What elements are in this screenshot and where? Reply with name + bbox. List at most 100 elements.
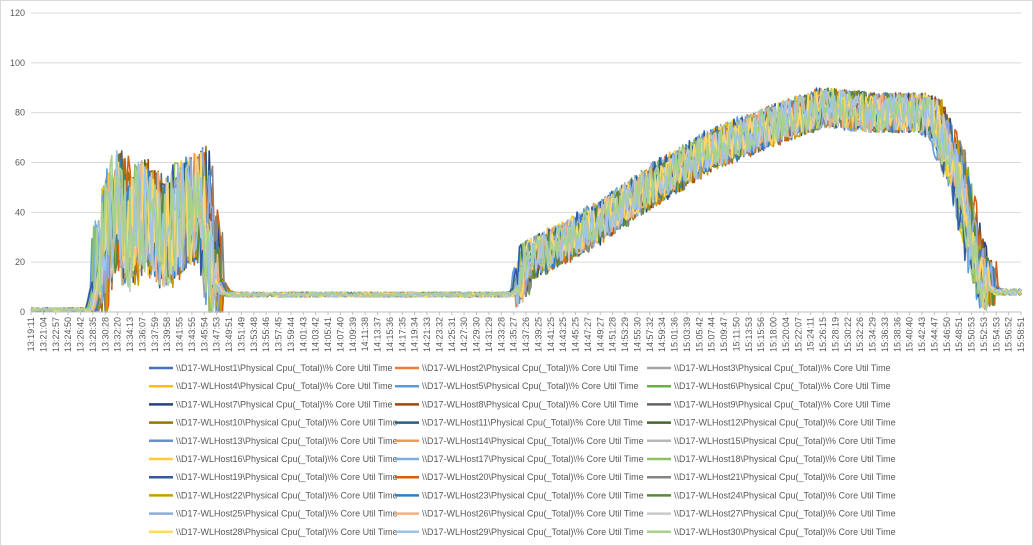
x-tick-label: 15:50:53 [967,317,977,352]
x-tick-label: 14:43:25 [558,317,568,352]
legend-item: \\D17-WLHost30\Physical Cpu(_Total)\% Co… [647,527,896,537]
legend-item: \\D17-WLHost8\Physical Cpu(_Total)\% Cor… [395,399,639,409]
x-tick-label: 13:43:55 [187,317,197,352]
legend-label: \\D17-WLHost21\Physical Cpu(_Total)\% Co… [674,472,896,482]
x-tick-label: 13:24:50 [63,317,73,352]
legend-label: \\D17-WLHost6\Physical Cpu(_Total)\% Cor… [674,381,891,391]
x-tick-label: 15:40:40 [905,317,915,352]
x-tick-label: 13:47:53 [212,317,222,352]
legend-item: \\D17-WLHost27\Physical Cpu(_Total)\% Co… [647,509,896,519]
x-tick-label: 15:30:22 [843,317,853,352]
legend-item: \\D17-WLHost26\Physical Cpu(_Total)\% Co… [395,509,644,519]
legend-label: \\D17-WLHost30\Physical Cpu(_Total)\% Co… [674,527,896,537]
x-tick-label: 15:13:53 [744,317,754,352]
x-tick-label: 14:05:41 [323,317,333,352]
legend-label: \\D17-WLHost9\Physical Cpu(_Total)\% Cor… [674,399,891,409]
legend-label: \\D17-WLHost10\Physical Cpu(_Total)\% Co… [176,418,398,428]
legend-item: \\D17-WLHost25\Physical Cpu(_Total)\% Co… [149,509,398,519]
x-tick-label: 15:07:44 [707,317,717,352]
x-tick-label: 13:55:46 [261,317,271,352]
legend-item: \\D17-WLHost10\Physical Cpu(_Total)\% Co… [149,418,398,428]
x-tick-label: 13:37:59 [150,317,160,352]
x-tick-label: 15:26:15 [818,317,828,352]
legend-item: \\D17-WLHost3\Physical Cpu(_Total)\% Cor… [647,363,891,373]
legend-item: \\D17-WLHost17\Physical Cpu(_Total)\% Co… [395,454,644,464]
x-tick-label: 14:55:30 [632,317,642,352]
x-tick-label: 15:48:51 [954,317,964,352]
x-tick-label: 14:07:40 [335,317,345,352]
legend-item: \\D17-WLHost1\Physical Cpu(_Total)\% Cor… [149,363,393,373]
legend-label: \\D17-WLHost11\Physical Cpu(_Total)\% Co… [422,418,643,428]
x-tick-label: 13:30:28 [100,317,110,352]
x-tick-label: 15:03:39 [682,317,692,352]
legend-item: \\D17-WLHost15\Physical Cpu(_Total)\% Co… [647,436,896,446]
x-tick-label: 14:41:25 [546,317,556,352]
x-tick-label: 14:13:37 [373,317,383,352]
legend-item: \\D17-WLHost20\Physical Cpu(_Total)\% Co… [395,472,644,482]
y-tick-label: 120 [10,8,25,18]
x-tick-label: 15:15:56 [756,317,766,352]
x-tick-label: 14:53:29 [620,317,630,352]
x-tick-label: 15:56:52 [1004,317,1014,352]
legend-label: \\D17-WLHost14\Physical Cpu(_Total)\% Co… [422,436,644,446]
legend-label: \\D17-WLHost22\Physical Cpu(_Total)\% Co… [176,490,398,500]
x-tick-label: 14:29:30 [472,317,482,352]
x-tick-label: 13:22:57 [51,317,61,352]
legend-item: \\D17-WLHost22\Physical Cpu(_Total)\% Co… [149,490,398,500]
x-tick-label: 15:52:53 [979,317,989,352]
y-axis: 0 20 40 60 80 100 120 [10,8,25,317]
x-tick-label: 14:01:43 [298,317,308,352]
legend-item: \\D17-WLHost13\Physical Cpu(_Total)\% Co… [149,436,398,446]
x-tick-label: 14:33:28 [496,317,506,352]
x-tick-label: 14:27:30 [459,317,469,352]
x-tick-label: 15:42:43 [917,317,927,352]
x-tick-label: 14:03:42 [311,317,321,352]
x-tick-label: 15:24:11 [806,317,816,351]
series-line [30,89,1022,313]
x-tick-label: 14:59:34 [657,317,667,352]
x-tick-label: 15:34:29 [868,317,878,352]
x-tick-label: 13:39:58 [162,317,172,352]
legend-item: \\D17-WLHost16\Physical Cpu(_Total)\% Co… [149,454,398,464]
x-tick-label: 13:59:44 [286,317,296,352]
legend: \\D17-WLHost1\Physical Cpu(_Total)\% Cor… [149,363,896,537]
legend-label: \\D17-WLHost2\Physical Cpu(_Total)\% Cor… [422,363,639,373]
x-tick-label: 13:51:49 [236,317,246,352]
legend-item: \\D17-WLHost5\Physical Cpu(_Total)\% Cor… [395,381,639,391]
x-tick-label: 15:28:19 [830,317,840,352]
x-tick-label: 15:18:00 [769,317,779,352]
x-tick-label: 15:11:50 [731,317,741,351]
x-tick-label: 15:44:47 [929,317,939,352]
x-axis: 13:19:11 13:21:04 13:22:57 13:24:50 13:26:42… [26,311,1026,352]
legend-label: \\D17-WLHost28\Physical Cpu(_Total)\% Co… [176,527,398,537]
legend-item: \\D17-WLHost23\Physical Cpu(_Total)\% Co… [395,490,644,500]
x-tick-label: 14:09:39 [348,317,358,352]
legend-item: \\D17-WLHost12\Physical Cpu(_Total)\% Co… [647,418,896,428]
legend-item: \\D17-WLHost21\Physical Cpu(_Total)\% Co… [647,472,896,482]
x-tick-label: 13:32:20 [113,317,123,352]
legend-label: \\D17-WLHost29\Physical Cpu(_Total)\% Co… [422,527,644,537]
x-tick-label: 13:19:11 [26,317,36,351]
x-tick-label: 14:31:29 [484,317,494,352]
y-tick-label: 40 [15,207,25,217]
legend-label: \\D17-WLHost17\Physical Cpu(_Total)\% Co… [422,454,644,464]
x-tick-label: 13:41:55 [175,317,185,352]
legend-item: \\D17-WLHost14\Physical Cpu(_Total)\% Co… [395,436,644,446]
legend-label: \\D17-WLHost5\Physical Cpu(_Total)\% Cor… [422,381,639,391]
legend-label: \\D17-WLHost8\Physical Cpu(_Total)\% Cor… [422,399,639,409]
legend-item: \\D17-WLHost2\Physical Cpu(_Total)\% Cor… [395,363,639,373]
x-tick-label: 14:35:27 [509,317,519,352]
x-tick-label: 15:05:42 [694,317,704,352]
y-tick-label: 80 [15,108,25,118]
x-tick-label: 14:45:25 [571,317,581,352]
x-tick-label: 14:57:32 [645,317,655,352]
x-tick-label: 15:32:26 [855,317,865,352]
legend-label: \\D17-WLHost26\Physical Cpu(_Total)\% Co… [422,509,644,519]
legend-item: \\D17-WLHost6\Physical Cpu(_Total)\% Cor… [647,381,891,391]
x-tick-label: 14:49:27 [595,317,605,352]
y-tick-label: 0 [20,307,25,317]
legend-label: \\D17-WLHost19\Physical Cpu(_Total)\% Co… [176,472,398,482]
x-tick-label: 15:54:53 [991,317,1001,352]
